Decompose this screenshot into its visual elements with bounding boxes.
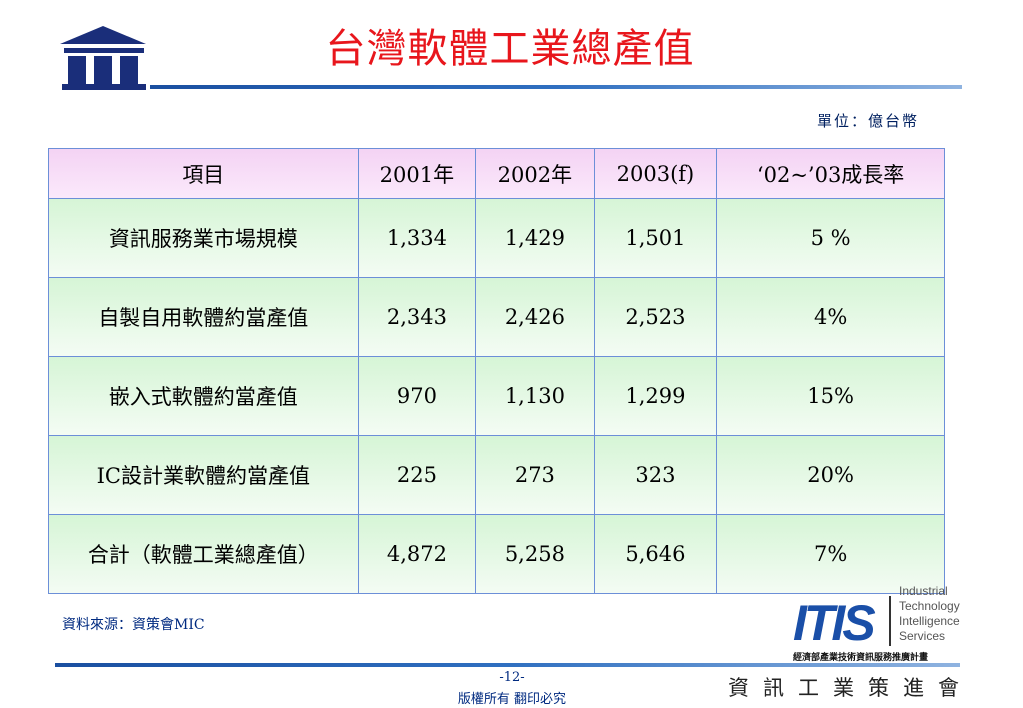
cell-2003: 323 xyxy=(593,435,718,515)
cell-2002: 1,429 xyxy=(475,198,595,278)
page-number: -12- xyxy=(499,670,525,685)
cell-2003: 5,646 xyxy=(593,514,718,594)
cell-item: 資訊服務業市場規模 xyxy=(48,198,359,278)
cell-item: 自製自用軟體約當產值 xyxy=(48,277,359,357)
itis-logo: ITIS Industrial Technology Intelligence … xyxy=(793,584,968,664)
itis-logo-subtitle: 經濟部產業技術資訊服務推廣計畫 xyxy=(793,652,929,662)
cell-item: 合計（軟體工業總產值） xyxy=(48,514,359,594)
source-note: 資料來源：資策會MIC xyxy=(62,617,205,633)
itis-word: Technology xyxy=(899,599,960,613)
cell-2001: 1,334 xyxy=(357,198,477,278)
cell-growth: 15% xyxy=(716,356,945,436)
cell-growth: 7% xyxy=(716,514,945,594)
itis-word: Intelligence xyxy=(899,614,960,628)
organization-name: 資訊工業策進會 xyxy=(728,676,973,700)
cell-2001: 970 xyxy=(357,356,477,436)
cell-item: IC設計業軟體約當產值 xyxy=(48,435,359,515)
column-header-2002: 2002年 xyxy=(475,148,595,199)
cell-2002: 273 xyxy=(475,435,595,515)
cell-2002: 5,258 xyxy=(475,514,595,594)
cell-2003: 1,299 xyxy=(593,356,718,436)
itis-logo-divider xyxy=(889,596,891,646)
cell-2003: 2,523 xyxy=(593,277,718,357)
cell-growth: 20% xyxy=(716,435,945,515)
cell-growth: 5 % xyxy=(716,198,945,278)
data-table: 項目 2001年 2002年 2003(f) ‘02~’03成長率 資訊服務業市… xyxy=(48,148,945,594)
cell-2002: 2,426 xyxy=(475,277,595,357)
iii-building-logo-icon xyxy=(60,26,146,90)
table-row: 資訊服務業市場規模 1,334 1,429 1,501 5 % xyxy=(48,198,945,278)
cell-2001: 4,872 xyxy=(357,514,477,594)
cell-2002: 1,130 xyxy=(475,356,595,436)
cell-item: 嵌入式軟體約當產值 xyxy=(48,356,359,436)
itis-word: Industrial xyxy=(899,584,948,598)
unit-label: 單位：億台幣 xyxy=(816,112,919,130)
table-row: 合計（軟體工業總產值） 4,872 5,258 5,646 7% xyxy=(48,514,945,594)
page-title: 台灣軟體工業總產值 xyxy=(325,26,695,72)
cell-growth: 4% xyxy=(716,277,945,357)
itis-logo-words: Industrial Technology Intelligence Servi… xyxy=(899,584,960,644)
table-header-row: 項目 2001年 2002年 2003(f) ‘02~’03成長率 xyxy=(48,148,945,199)
cell-2003: 1,501 xyxy=(593,198,718,278)
footer-rule xyxy=(55,663,960,667)
table-row: 自製自用軟體約當產值 2,343 2,426 2,523 4% xyxy=(48,277,945,357)
column-header-item: 項目 xyxy=(48,148,359,199)
itis-logo-letters: ITIS xyxy=(793,595,876,651)
column-header-growth: ‘02~’03成長率 xyxy=(716,148,945,199)
header-rule xyxy=(150,85,962,89)
cell-2001: 225 xyxy=(357,435,477,515)
table-row: 嵌入式軟體約當產值 970 1,130 1,299 15% xyxy=(48,356,945,436)
copyright-notice: 版權所有 翻印必究 xyxy=(457,692,567,707)
column-header-2003: 2003(f) xyxy=(593,148,718,199)
table-row: IC設計業軟體約當產值 225 273 323 20% xyxy=(48,435,945,515)
itis-word: Services xyxy=(899,629,946,643)
column-header-2001: 2001年 xyxy=(357,148,477,199)
cell-2001: 2,343 xyxy=(357,277,477,357)
